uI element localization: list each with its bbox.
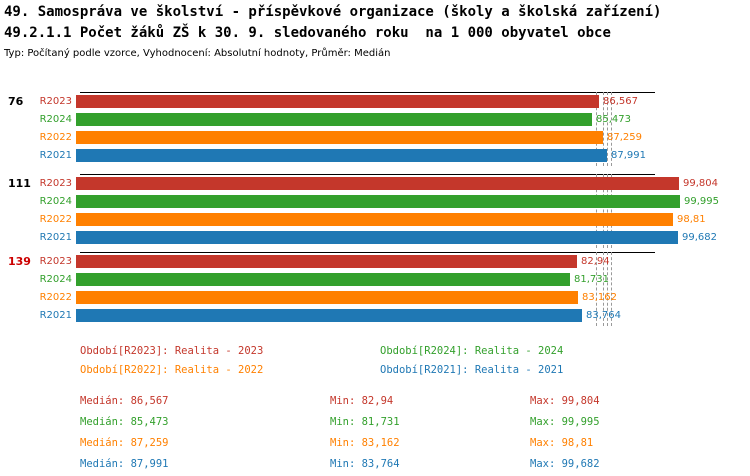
median-marker-line bbox=[611, 92, 612, 166]
bar bbox=[76, 194, 680, 208]
group-label: 76 bbox=[8, 95, 24, 108]
legend: Období[R2023]: Realita - 2023 Období[R202… bbox=[80, 345, 680, 376]
stat-max: Max: 99,682 bbox=[530, 458, 600, 470]
bar-row: R2021 87,991 bbox=[0, 146, 750, 164]
median-marker-line bbox=[596, 92, 597, 166]
series-label: R2021 bbox=[39, 309, 72, 321]
median-marker-line bbox=[607, 252, 608, 326]
bar-row: R2023 86,567 bbox=[0, 92, 750, 110]
bar-value-label: 81,731 bbox=[574, 273, 609, 285]
bar-value-label: 99,682 bbox=[682, 231, 717, 243]
bar bbox=[76, 148, 607, 162]
stats-row: Medián: 85,473 Min: 81,731 Max: 99,995 bbox=[0, 413, 750, 434]
bar-chart: 76 R2023 86,567 R2024 85,473 R2022 87,259 R2021… bbox=[0, 92, 750, 326]
series-label: R2022 bbox=[39, 213, 72, 225]
bar-value-label: 87,991 bbox=[611, 149, 646, 161]
stats-row: Medián: 87,259 Min: 83,162 Max: 98,81 bbox=[0, 434, 750, 455]
series-label: R2024 bbox=[39, 273, 72, 285]
report-title-line2: 49.2.1.1 Počet žáků ZŠ k 30. 9. sledovan… bbox=[4, 25, 611, 41]
bar-value-label: 82,94 bbox=[581, 255, 610, 267]
bar-row: R2022 87,259 bbox=[0, 128, 750, 146]
group-axis-line bbox=[80, 92, 655, 93]
series-label: R2023 bbox=[39, 255, 72, 267]
legend-item: Období[R2022]: Realita - 2022 bbox=[80, 364, 264, 376]
bar-value-label: 98,81 bbox=[677, 213, 706, 225]
stat-min: Min: 83,162 bbox=[330, 437, 400, 449]
median-marker-line bbox=[607, 174, 608, 248]
bar-row: R2024 99,995 bbox=[0, 192, 750, 210]
series-label: R2022 bbox=[39, 131, 72, 143]
stat-median: Medián: 86,567 bbox=[80, 395, 169, 407]
bar-row: R2023 99,804 bbox=[0, 174, 750, 192]
median-marker-line bbox=[596, 174, 597, 248]
group-axis-line bbox=[80, 174, 655, 175]
median-marker-line bbox=[611, 252, 612, 326]
bar-value-label: 83,764 bbox=[586, 309, 621, 321]
stat-median: Medián: 87,991 bbox=[80, 458, 169, 470]
bar-value-label: 99,995 bbox=[684, 195, 719, 207]
report-title-line1: 49. Samospráva ve školství - příspěvkové… bbox=[4, 4, 662, 20]
stat-max: Max: 99,804 bbox=[530, 395, 600, 407]
bar bbox=[76, 254, 577, 268]
bar bbox=[76, 176, 679, 190]
bar bbox=[76, 308, 582, 322]
series-label: R2023 bbox=[39, 95, 72, 107]
bar-value-label: 86,567 bbox=[603, 95, 638, 107]
series-label: R2024 bbox=[39, 195, 72, 207]
stat-max: Max: 98,81 bbox=[530, 437, 594, 449]
bar bbox=[76, 130, 603, 144]
bar-group: 139 R2023 82,94 R2024 81,731 R2022 83,162 R2021… bbox=[0, 252, 750, 326]
stat-min: Min: 81,731 bbox=[330, 416, 400, 428]
legend-item: Období[R2021]: Realita - 2021 bbox=[380, 364, 564, 376]
stats-row: Medián: 87,991 Min: 83,764 Max: 99,682 bbox=[0, 455, 750, 476]
bar bbox=[76, 212, 673, 226]
bar bbox=[76, 290, 578, 304]
median-marker-line bbox=[596, 252, 597, 326]
median-marker-line bbox=[603, 174, 604, 248]
bar-row: R2022 98,81 bbox=[0, 210, 750, 228]
bar-value-label: 85,473 bbox=[596, 113, 631, 125]
bar-value-label: 87,259 bbox=[607, 131, 642, 143]
bar-row: R2024 81,731 bbox=[0, 270, 750, 288]
stats-row: Medián: 86,567 Min: 82,94 Max: 99,804 bbox=[0, 392, 750, 413]
group-label: 139 bbox=[8, 255, 31, 268]
bar-value-label: 83,162 bbox=[582, 291, 617, 303]
series-label: R2022 bbox=[39, 291, 72, 303]
stats-table: Medián: 86,567 Min: 82,94 Max: 99,804 Mediá… bbox=[0, 392, 750, 476]
series-label: R2024 bbox=[39, 113, 72, 125]
stat-median: Medián: 85,473 bbox=[80, 416, 169, 428]
report-subtitle: Typ: Počítaný podle vzorce, Vyhodnocení:… bbox=[4, 48, 391, 59]
bar bbox=[76, 272, 570, 286]
median-marker-line bbox=[603, 252, 604, 326]
bar bbox=[76, 112, 592, 126]
stat-min: Min: 82,94 bbox=[330, 395, 394, 407]
median-marker-line bbox=[603, 92, 604, 166]
bar-group: 76 R2023 86,567 R2024 85,473 R2022 87,259 R2021… bbox=[0, 92, 750, 166]
stat-max: Max: 99,995 bbox=[530, 416, 600, 428]
bar bbox=[76, 230, 678, 244]
legend-item: Období[R2024]: Realita - 2024 bbox=[380, 345, 564, 357]
bar-row: R2024 85,473 bbox=[0, 110, 750, 128]
bar-row: R2021 83,764 bbox=[0, 306, 750, 324]
group-label: 111 bbox=[8, 177, 31, 190]
bar-group: 111 R2023 99,804 R2024 99,995 R2022 98,81 R2021… bbox=[0, 174, 750, 248]
bar bbox=[76, 94, 599, 108]
series-label: R2023 bbox=[39, 177, 72, 189]
group-axis-line bbox=[80, 252, 655, 253]
median-marker-line bbox=[611, 174, 612, 248]
stat-median: Medián: 87,259 bbox=[80, 437, 169, 449]
bar-row: R2021 99,682 bbox=[0, 228, 750, 246]
bar-row: R2023 82,94 bbox=[0, 252, 750, 270]
series-label: R2021 bbox=[39, 149, 72, 161]
series-label: R2021 bbox=[39, 231, 72, 243]
stat-min: Min: 83,764 bbox=[330, 458, 400, 470]
median-marker-line bbox=[607, 92, 608, 166]
bar-row: R2022 83,162 bbox=[0, 288, 750, 306]
legend-item: Období[R2023]: Realita - 2023 bbox=[80, 345, 264, 357]
bar-value-label: 99,804 bbox=[683, 177, 718, 189]
